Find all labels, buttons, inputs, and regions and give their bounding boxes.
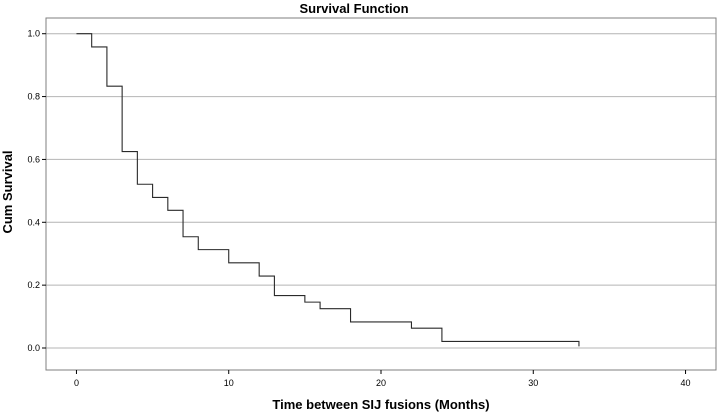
x-axis-label: Time between SIJ fusions (Months) bbox=[272, 397, 489, 412]
y-tick-label: 0.6 bbox=[27, 154, 40, 164]
survival-step-line bbox=[76, 33, 580, 347]
series-layer bbox=[76, 33, 580, 347]
y-axis-label: Cum Survival bbox=[0, 150, 15, 233]
x-tick-label: 30 bbox=[528, 378, 538, 388]
y-tick-label: 0.8 bbox=[27, 92, 40, 102]
plot-frame bbox=[45, 17, 717, 371]
y-tick-label: 0.2 bbox=[27, 280, 40, 290]
x-tick-label: 0 bbox=[74, 378, 79, 388]
y-tick-label: 0.0 bbox=[27, 343, 40, 353]
x-tick-label: 10 bbox=[224, 378, 234, 388]
axis-ticks: 0.0 0.2 0.4 0.6 0.8 1.0 0 10 20 30 40 bbox=[27, 29, 690, 388]
gridlines bbox=[46, 33, 716, 349]
y-tick-label: 0.4 bbox=[27, 217, 40, 227]
x-tick-label: 40 bbox=[681, 378, 691, 388]
x-tick-label: 20 bbox=[376, 378, 386, 388]
y-tick-label: 1.0 bbox=[27, 29, 40, 39]
chart-title: Survival Function bbox=[299, 1, 408, 16]
